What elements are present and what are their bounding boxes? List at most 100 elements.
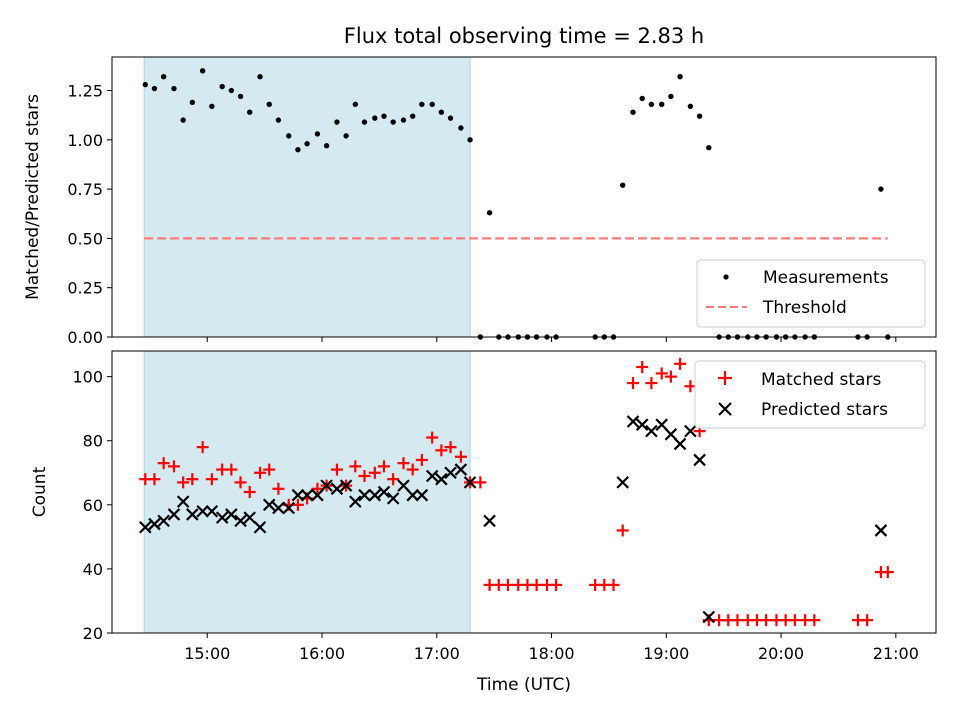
predicted-star-point bbox=[702, 610, 716, 624]
predicted-star-point bbox=[444, 466, 457, 480]
y-tick-label: 1.00 bbox=[67, 131, 103, 150]
matched-star-point bbox=[655, 367, 668, 380]
count-panel-x-ticks: 15:00 16:00 17:00 18:00 19:00 20:00 21:00 bbox=[184, 633, 919, 663]
matched-star-point bbox=[435, 444, 448, 457]
predicted-star-point bbox=[167, 508, 181, 521]
ratio-panel-legend: Measurements Threshold bbox=[696, 259, 926, 328]
measurement-point bbox=[458, 125, 464, 131]
measurement-point bbox=[343, 133, 349, 139]
ratio-panel-y-label: Matched/Predicted stars bbox=[23, 94, 43, 300]
y-tick-label: 1.25 bbox=[67, 82, 103, 101]
matched-star-point bbox=[636, 361, 649, 374]
count-panel-frame bbox=[111, 350, 937, 634]
legend-threshold-label: Threshold bbox=[762, 298, 847, 318]
matched-star-point bbox=[881, 566, 894, 579]
predicted-star-point bbox=[215, 511, 229, 524]
predicted-star-point bbox=[358, 488, 371, 502]
predicted-star-point bbox=[377, 485, 391, 499]
count-legend-box bbox=[694, 360, 926, 429]
predicted-star-point bbox=[693, 453, 706, 467]
predicted-star-point bbox=[253, 520, 267, 534]
matched-star-point bbox=[426, 431, 439, 444]
matched-star-point bbox=[358, 469, 371, 482]
measurement-point bbox=[687, 103, 694, 109]
predicted-star-point bbox=[415, 488, 429, 502]
legend-matched-label: Matched stars bbox=[761, 370, 881, 390]
measurement-point bbox=[648, 101, 655, 108]
x-tick-label: 16:00 bbox=[299, 644, 345, 663]
y-tick-label: 0.75 bbox=[67, 180, 103, 199]
measurement-point bbox=[275, 117, 282, 123]
matched-star-point bbox=[607, 578, 620, 591]
matched-star-point bbox=[530, 578, 543, 591]
y-tick-label: 80 bbox=[83, 432, 103, 451]
measurement-point bbox=[706, 145, 712, 151]
matched-star-point bbox=[225, 463, 238, 476]
measurement-point bbox=[189, 99, 196, 106]
measurement-point bbox=[400, 117, 407, 123]
matched-star-point bbox=[196, 441, 209, 454]
matched-star-point bbox=[272, 482, 285, 495]
x-tick-label: 20:00 bbox=[758, 644, 804, 663]
matched-star-point bbox=[664, 370, 677, 383]
predicted-star-point bbox=[148, 517, 161, 531]
ratio-legend-box bbox=[696, 259, 926, 328]
count-panel-y-ticks: 20 40 60 80 100 bbox=[72, 368, 112, 643]
predicted-star-point bbox=[320, 479, 333, 492]
matched-star-point bbox=[254, 466, 267, 479]
measurements-series bbox=[142, 68, 891, 340]
chart-title: Flux total observing time = 2.83 h bbox=[344, 24, 704, 48]
predicted-star-point bbox=[291, 488, 305, 502]
predicted-star-point bbox=[435, 472, 448, 486]
measurement-point bbox=[237, 93, 244, 100]
matched-star-point bbox=[330, 463, 343, 476]
matched-star-point bbox=[474, 476, 487, 489]
predicted-star-point bbox=[664, 428, 678, 441]
measurement-point bbox=[438, 109, 445, 115]
predicted-star-point bbox=[626, 415, 640, 428]
measurement-point bbox=[659, 101, 665, 108]
y-tick-label: 0.25 bbox=[67, 279, 103, 298]
predicted-star-point bbox=[272, 501, 285, 515]
x-axis-label: Time (UTC) bbox=[476, 675, 571, 695]
measurement-point bbox=[429, 101, 435, 108]
matched-star-point bbox=[444, 441, 457, 454]
measurement-point bbox=[630, 109, 636, 115]
matched-star-point bbox=[684, 380, 697, 393]
legend-measurements-label: Measurements bbox=[763, 268, 889, 288]
measurement-point bbox=[381, 113, 387, 119]
measurement-point bbox=[486, 210, 493, 216]
matched-star-point bbox=[243, 486, 256, 498]
observing-window-rect bbox=[143, 56, 471, 338]
predicted-star-point bbox=[282, 501, 296, 515]
matched-star-point bbox=[788, 614, 801, 627]
measurement-point bbox=[668, 93, 674, 100]
observing-window-shade-top bbox=[143, 56, 471, 338]
measurement-point bbox=[409, 113, 416, 119]
matched-star-point bbox=[311, 482, 324, 495]
matched-star-point bbox=[808, 614, 821, 627]
matched-star-point bbox=[760, 614, 773, 627]
matched-star-point bbox=[349, 460, 362, 473]
count-series bbox=[139, 357, 894, 627]
matched-star-point bbox=[861, 614, 874, 627]
y-tick-label: 0.00 bbox=[67, 328, 103, 347]
predicted-star-point bbox=[225, 508, 238, 521]
matched-star-point bbox=[377, 460, 390, 473]
observing-window-shade-bottom bbox=[143, 350, 471, 634]
measurement-point bbox=[390, 119, 396, 125]
predicted-star-point bbox=[463, 476, 477, 489]
predicted-star-point bbox=[673, 437, 687, 451]
measurement-point bbox=[142, 81, 148, 88]
measurement-point bbox=[304, 141, 310, 147]
measurement-point bbox=[171, 85, 177, 92]
measurement-point bbox=[286, 133, 292, 139]
x-tick-label: 19:00 bbox=[643, 644, 689, 663]
x-tick-label: 15:00 bbox=[184, 644, 230, 663]
measurement-point bbox=[334, 119, 340, 125]
measurement-point bbox=[361, 119, 368, 125]
measurement-point bbox=[677, 74, 683, 80]
ratio-panel-y-ticks: 0.00 0.25 0.50 0.75 1.00 1.25 bbox=[67, 82, 112, 347]
matched-star-point bbox=[627, 377, 640, 390]
matched-star-point bbox=[550, 578, 563, 591]
